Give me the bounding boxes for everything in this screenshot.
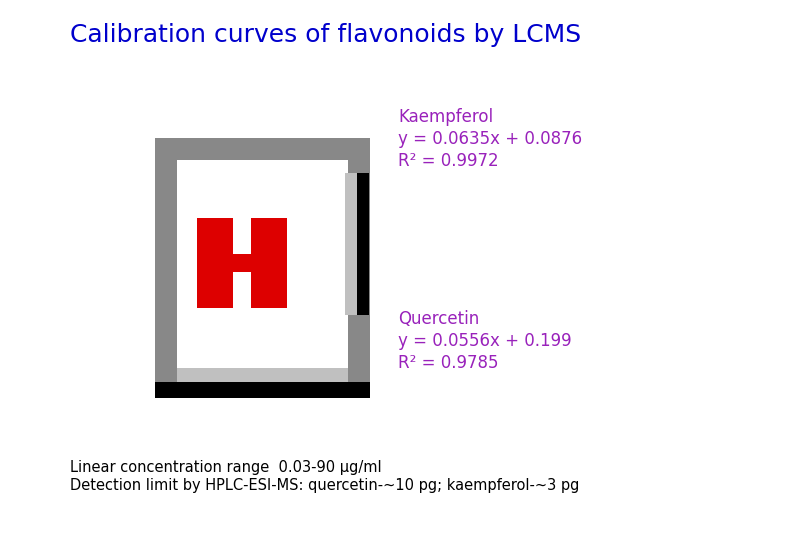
Text: Linear concentration range  0.03-90 μg/ml: Linear concentration range 0.03-90 μg/ml [70, 460, 382, 475]
Bar [197, 254, 233, 272]
Text: y = 0.0635x + 0.0876: y = 0.0635x + 0.0876 [398, 130, 582, 148]
Text: R² = 0.9972: R² = 0.9972 [398, 152, 499, 170]
Bar [155, 138, 370, 398]
Bar [269, 236, 287, 254]
Text: Detection limit by HPLC-ESI-MS: quercetin-~10 pg; kaempferol-~3 pg: Detection limit by HPLC-ESI-MS: querceti… [70, 478, 579, 493]
Text: Calibration curves of flavonoids by LCMS: Calibration curves of flavonoids by LCMS [70, 23, 581, 47]
Bar [251, 218, 287, 236]
Bar [197, 218, 233, 236]
Text: R² = 0.9785: R² = 0.9785 [398, 354, 498, 372]
Bar [269, 272, 287, 290]
Bar [251, 254, 287, 272]
Bar [251, 272, 269, 290]
Bar [345, 173, 357, 315]
Bar [177, 160, 348, 376]
Bar [177, 368, 348, 382]
Bar [215, 236, 233, 254]
Bar [251, 290, 287, 308]
Bar [197, 272, 215, 290]
Bar [251, 236, 269, 254]
Text: y = 0.0556x + 0.199: y = 0.0556x + 0.199 [398, 332, 572, 350]
Bar [215, 272, 233, 290]
Bar [357, 173, 369, 315]
Bar [233, 254, 251, 272]
Bar [197, 236, 215, 254]
Text: Kaempferol: Kaempferol [398, 108, 493, 126]
Bar [155, 382, 370, 398]
Text: Quercetin: Quercetin [398, 310, 480, 328]
Bar [197, 290, 233, 308]
